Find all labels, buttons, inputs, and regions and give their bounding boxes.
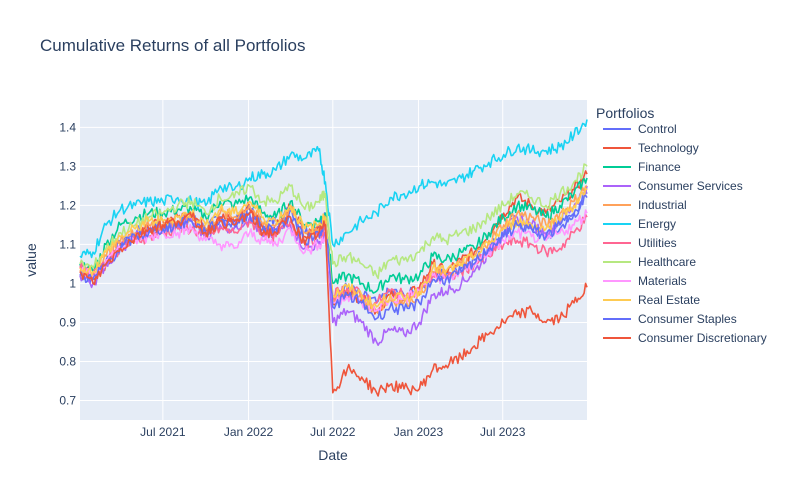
legend-label: Energy [638, 217, 676, 231]
legend-title: Portfolios [596, 105, 654, 121]
legend-item-consumer-staples[interactable]: Consumer Staples [603, 312, 737, 326]
legend-label: Technology [638, 141, 699, 155]
legend-item-control[interactable]: Control [603, 122, 677, 136]
legend-label: Consumer Services [638, 179, 743, 193]
series-line-energy [79, 119, 588, 259]
legend-item-technology[interactable]: Technology [603, 141, 699, 155]
legend-item-materials[interactable]: Materials [603, 274, 687, 288]
legend[interactable]: Control Technology Finance Consumer Service… [603, 122, 767, 345]
series-line-consumer-staples [79, 194, 588, 321]
x-tick-label: Jul 2022 [310, 425, 356, 439]
x-axis-ticks: Jul 2021 Jan 2022 Jul 2022 Jan 2023 Jul 2023 [140, 425, 526, 439]
plot-area [80, 100, 587, 420]
legend-item-finance[interactable]: Finance [603, 160, 681, 174]
legend-label: Utilities [638, 236, 677, 250]
y-tick-label: 1.2 [59, 198, 76, 212]
legend-label: Industrial [638, 198, 687, 212]
y-tick-label: 1.4 [59, 120, 76, 134]
x-tick-label: Jul 2023 [480, 425, 526, 439]
legend-item-real-estate[interactable]: Real Estate [603, 293, 700, 307]
legend-label: Real Estate [638, 293, 700, 307]
y-axis-ticks: 0.7 0.8 0.9 1 1.1 1.2 1.3 1.4 [59, 120, 76, 407]
series-lines [79, 119, 588, 397]
y-tick-label: 1.3 [59, 159, 76, 173]
x-tick-label: Jan 2023 [394, 425, 444, 439]
series-line-healthcare [79, 163, 588, 280]
y-tick-label: 0.8 [59, 354, 76, 368]
y-tick-label: 1.1 [59, 237, 76, 251]
legend-label: Consumer Discretionary [638, 331, 767, 345]
legend-item-industrial[interactable]: Industrial [603, 198, 687, 212]
legend-item-utilities[interactable]: Utilities [603, 236, 677, 250]
legend-item-healthcare[interactable]: Healthcare [603, 255, 696, 269]
x-tick-label: Jul 2021 [140, 425, 186, 439]
legend-item-consumer-discretionary[interactable]: Consumer Discretionary [603, 331, 767, 345]
series-line-consumer-discretionary [79, 209, 588, 397]
y-tick-label: 0.7 [59, 393, 76, 407]
legend-label: Consumer Staples [638, 312, 737, 326]
legend-label: Materials [638, 274, 687, 288]
x-tick-label: Jan 2022 [224, 425, 274, 439]
x-axis-title: Date [318, 447, 348, 463]
legend-label: Healthcare [638, 255, 696, 269]
legend-label: Control [638, 122, 677, 136]
y-axis-title: value [23, 243, 39, 277]
y-tick-label: 0.9 [59, 315, 76, 329]
legend-item-consumer-services[interactable]: Consumer Services [603, 179, 743, 193]
chart-title: Cumulative Returns of all Portfolios [40, 36, 306, 55]
legend-item-energy[interactable]: Energy [603, 217, 676, 231]
y-tick-label: 1 [69, 276, 76, 290]
legend-label: Finance [638, 160, 681, 174]
